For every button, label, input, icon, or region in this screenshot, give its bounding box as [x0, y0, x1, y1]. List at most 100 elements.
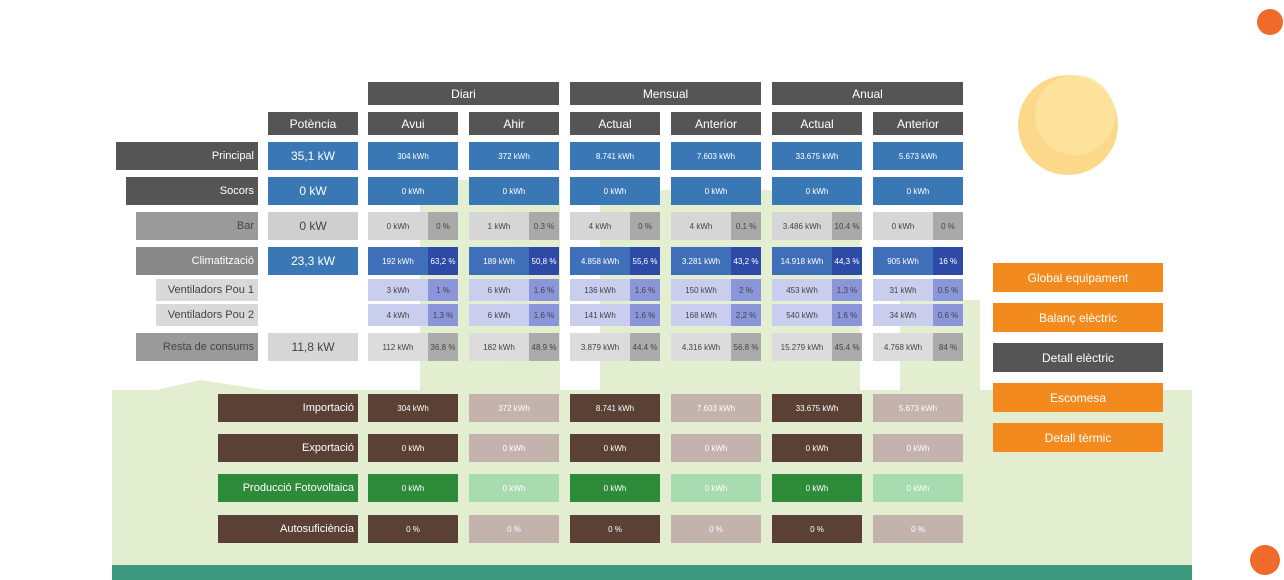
- energy-cell: 31 kWh: [873, 279, 933, 301]
- value-cell: 0 %: [772, 515, 862, 543]
- value-cell: 0 kWh: [772, 474, 862, 502]
- percent-cell: 36.8 %: [428, 333, 458, 361]
- energy-cell: 4.768 kWh: [873, 333, 933, 361]
- value-cell: 8.741 kWh: [570, 394, 660, 422]
- value-cell: 0 kWh: [368, 474, 458, 502]
- energy-cell: 3 kWh: [368, 279, 428, 301]
- row-label: Socors: [126, 177, 258, 205]
- power-cell: 35,1 kW: [268, 142, 358, 170]
- energy-cell: 4.858 kWh: [570, 247, 630, 275]
- value-cell: 0 kWh: [469, 434, 559, 462]
- group-header: Mensual: [570, 82, 761, 105]
- energy-cell: 150 kWh: [671, 279, 731, 301]
- percent-cell: 2,2 %: [731, 304, 761, 326]
- energy-cell: 0 kWh: [772, 177, 862, 205]
- percent-cell: 1,3 %: [428, 304, 458, 326]
- energy-cell: 4 kWh: [671, 212, 731, 240]
- energy-cell: 3.281 kWh: [671, 247, 731, 275]
- row-label: Importació: [218, 394, 358, 422]
- menu-button[interactable]: Detall tèrmic: [993, 423, 1163, 452]
- row-label: Autosuficiència: [218, 515, 358, 543]
- value-cell: 0 kWh: [671, 434, 761, 462]
- menu-button[interactable]: Escomesa: [993, 383, 1163, 412]
- row-label: Bar: [136, 212, 258, 240]
- percent-cell: 1,3 %: [832, 279, 862, 301]
- energy-cell: 540 kWh: [772, 304, 832, 326]
- percent-cell: 48.9 %: [529, 333, 559, 361]
- energy-cell: 8.741 kWh: [570, 142, 660, 170]
- value-cell: 0 kWh: [570, 474, 660, 502]
- value-cell: 304 kWh: [368, 394, 458, 422]
- energy-cell: 453 kWh: [772, 279, 832, 301]
- row-label: Principal: [116, 142, 258, 170]
- value-cell: 0 kWh: [772, 434, 862, 462]
- column-header: Ahir: [469, 112, 559, 135]
- value-cell: 372 kWh: [469, 394, 559, 422]
- energy-cell: 0 kWh: [873, 177, 963, 205]
- menu-button[interactable]: Balanç elèctric: [993, 303, 1163, 332]
- energy-cell: 0 kWh: [469, 177, 559, 205]
- row-label: Ventiladors Pou 1: [156, 279, 258, 301]
- percent-cell: 16 %: [933, 247, 963, 275]
- percent-cell: 2 %: [731, 279, 761, 301]
- percent-cell: 10.4 %: [832, 212, 862, 240]
- power-cell: 0 kW: [268, 212, 358, 240]
- value-cell: 0 %: [570, 515, 660, 543]
- group-header: Anual: [772, 82, 963, 105]
- percent-cell: 0.3 %: [529, 212, 559, 240]
- energy-cell: 33.675 kWh: [772, 142, 862, 170]
- energy-cell: 0 kWh: [873, 212, 933, 240]
- percent-cell: 1.6 %: [832, 304, 862, 326]
- value-cell: 0 kWh: [469, 474, 559, 502]
- percent-cell: 50,8 %: [529, 247, 559, 275]
- value-cell: 0 %: [671, 515, 761, 543]
- row-label: Climatització: [136, 247, 258, 275]
- percent-cell: 45.4 %: [832, 333, 862, 361]
- energy-cell: 5.673 kWh: [873, 142, 963, 170]
- energy-cell: 6 kWh: [469, 279, 529, 301]
- percent-cell: 63,2 %: [428, 247, 458, 275]
- percent-cell: 1.6 %: [529, 279, 559, 301]
- power-cell: 11,8 kW: [268, 333, 358, 361]
- value-cell: 0 kWh: [873, 434, 963, 462]
- energy-cell: 1 kWh: [469, 212, 529, 240]
- energy-cell: 168 kWh: [671, 304, 731, 326]
- value-cell: 7.603 kWh: [671, 394, 761, 422]
- energy-cell: 182 kWh: [469, 333, 529, 361]
- percent-cell: 44,3 %: [832, 247, 862, 275]
- percent-cell: 0.1 %: [731, 212, 761, 240]
- row-label: Ventiladors Pou 2: [156, 304, 258, 326]
- energy-cell: 4 kWh: [570, 212, 630, 240]
- energy-cell: 0 kWh: [368, 177, 458, 205]
- percent-cell: 0 %: [630, 212, 660, 240]
- energy-cell: 4.316 kWh: [671, 333, 731, 361]
- page: {"table":{ "groups":["Diari","Mensual","…: [0, 0, 1284, 580]
- energy-cell: 136 kWh: [570, 279, 630, 301]
- column-header: Anterior: [671, 112, 761, 135]
- energy-cell: 0 kWh: [368, 212, 428, 240]
- percent-cell: 44.4 %: [630, 333, 660, 361]
- energy-cell: 6 kWh: [469, 304, 529, 326]
- power-cell: 0 kW: [268, 177, 358, 205]
- column-header: Actual: [772, 112, 862, 135]
- energy-cell: 112 kWh: [368, 333, 428, 361]
- percent-cell: 56.8 %: [731, 333, 761, 361]
- column-header: Anterior: [873, 112, 963, 135]
- percent-cell: 1.6 %: [630, 279, 660, 301]
- energy-cell: 34 kWh: [873, 304, 933, 326]
- energy-cell: 15.279 kWh: [772, 333, 832, 361]
- menu-button[interactable]: Detall elèctric: [993, 343, 1163, 372]
- row-label: Resta de consums: [136, 333, 258, 361]
- energy-cell: 905 kWh: [873, 247, 933, 275]
- percent-cell: 0.6 %: [933, 304, 963, 326]
- menu-button[interactable]: Global equipament: [993, 263, 1163, 292]
- value-cell: 0 %: [873, 515, 963, 543]
- energy-cell: 189 kWh: [469, 247, 529, 275]
- column-header: Potència: [268, 112, 358, 135]
- group-header: Diari: [368, 82, 559, 105]
- energy-cell: 141 kWh: [570, 304, 630, 326]
- energy-cell: 14.918 kWh: [772, 247, 832, 275]
- value-cell: 0 kWh: [570, 434, 660, 462]
- percent-cell: 1.6 %: [529, 304, 559, 326]
- value-cell: 0 kWh: [873, 474, 963, 502]
